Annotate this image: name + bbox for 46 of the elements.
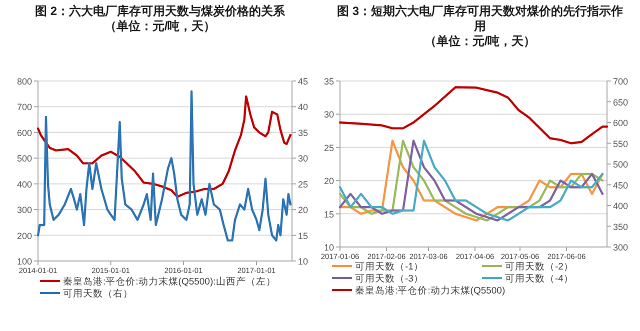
y2-tick-label: 350 [613,222,628,232]
chart-subtitle: （单位：元/吨，天） [424,34,536,48]
y2-tick-label: 500 [613,160,628,170]
chart-subtitle: （单位：元/吨，天） [104,19,216,33]
y-tick-label: 100 [16,256,32,266]
y-tick-label: 500 [16,154,32,164]
y2-tick-label: 25 [298,179,308,190]
legend-label: 可用天数（-4） [505,274,574,284]
y-tick-label: 400 [16,179,32,190]
y2-tick-label: 550 [613,138,628,149]
y-tick-label: 20 [324,176,334,186]
line-series [338,86,608,144]
line-series [338,140,604,222]
legend-label: 可用天数（右） [63,288,133,300]
y-tick-label: 200 [16,230,32,241]
legend-label: 可用天数（-3） [355,274,424,284]
y2-tick-label: 700 [613,76,628,86]
chart-title: 图 2：六大电厂库存可用天数与煤炭价格的关系 [34,4,286,18]
y-tick-label: 700 [16,102,32,112]
y2-tick-label: 15 [298,230,308,241]
legend-label: 可用天数（-1） [355,262,424,272]
legend-label: 秦皇岛港:平仓价:动力末煤(Q5500) [355,284,506,296]
y2-tick-label: 450 [613,180,628,190]
y2-tick-label: 30 [298,154,308,164]
y-tick-label: 25 [324,142,334,153]
y-tick-label: 800 [16,76,32,86]
legend-label: 可用天数（-2） [505,262,574,272]
line-series [36,90,292,242]
y2-tick-label: 400 [613,201,628,211]
y-tick-label: 30 [324,110,334,120]
chart-title: 图 3：短期六大电厂库存可用天数对煤价的先行指示作用 [336,4,624,33]
y2-tick-label: 600 [613,118,628,128]
y2-tick-label: 35 [298,128,308,138]
y2-tick-label: 650 [613,97,628,108]
y-tick-label: 10 [324,242,334,252]
y2-tick-label: 10 [298,256,308,266]
legend-label: 秦皇岛港:平仓价:动力末煤(Q5500):山西产（左） [63,276,276,288]
y-tick-label: 300 [16,205,32,216]
y-tick-label: 600 [16,128,32,138]
y2-tick-label: 40 [298,102,308,112]
line-series [36,95,292,198]
y2-tick-label: 300 [613,242,628,252]
y-tick-label: 15 [324,209,334,220]
y2-tick-label: 45 [298,76,308,86]
y-tick-label: 35 [324,76,334,86]
y2-tick-label: 20 [298,205,308,216]
